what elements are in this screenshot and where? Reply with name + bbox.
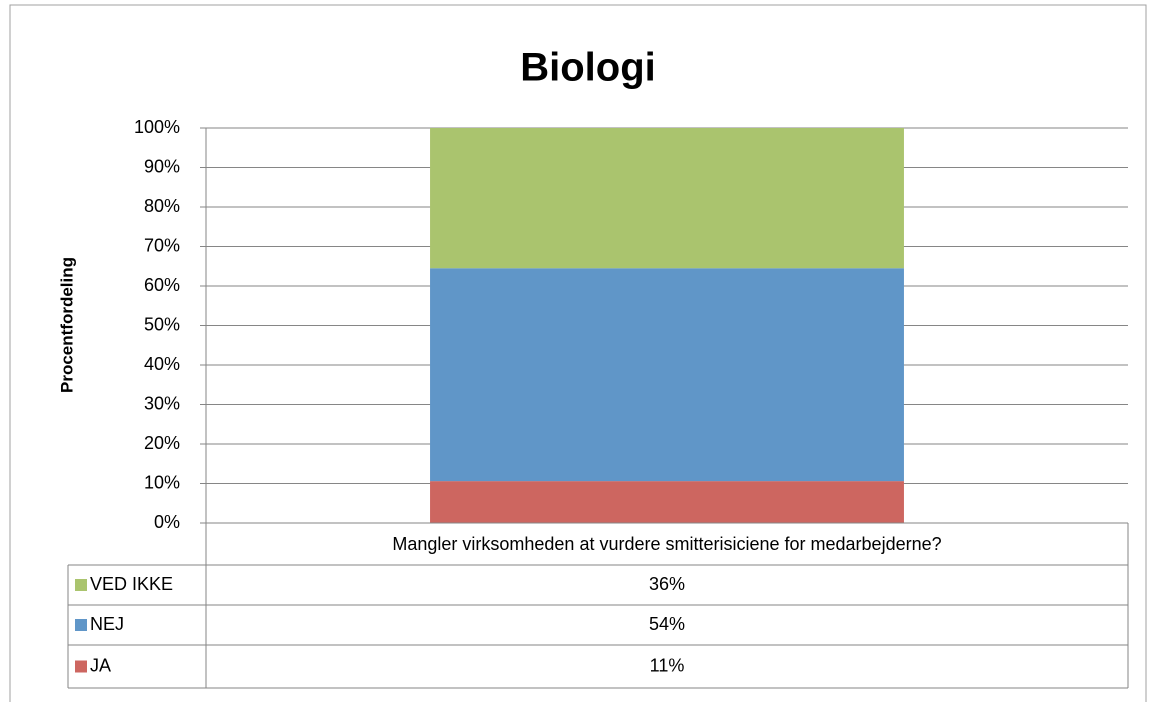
bar-segment (430, 128, 904, 269)
legend-label: VED IKKE (90, 574, 173, 594)
y-tick-label: 0% (154, 512, 180, 532)
y-tick-label: 40% (144, 354, 180, 374)
bar-segment (430, 481, 904, 523)
legend-key (75, 660, 87, 673)
y-tick-label: 50% (144, 314, 180, 334)
bar-segment (430, 268, 904, 482)
y-tick-label: 100% (134, 117, 180, 137)
data-label: 11% (650, 655, 685, 675)
legend-key (75, 619, 87, 631)
y-tick-label: 10% (144, 472, 180, 492)
y-tick-label: 20% (144, 433, 180, 453)
y-tick-label: 30% (144, 393, 180, 413)
data-label: 36% (649, 574, 685, 594)
chart-title: Biologi (520, 46, 656, 90)
data-label: 54% (649, 614, 685, 634)
y-tick-label: 60% (144, 275, 180, 295)
y-tick-label: 90% (144, 156, 180, 176)
x-tick-label: Mangler virksomheden at vurdere smitteri… (392, 534, 941, 554)
legend-label: JA (90, 655, 111, 675)
y-tick-label: 70% (144, 235, 180, 255)
legend-key (75, 579, 87, 591)
y-axis-label: Procentfordeling (57, 257, 76, 393)
legend-label: NEJ (90, 614, 124, 634)
y-tick-label: 80% (144, 196, 180, 216)
